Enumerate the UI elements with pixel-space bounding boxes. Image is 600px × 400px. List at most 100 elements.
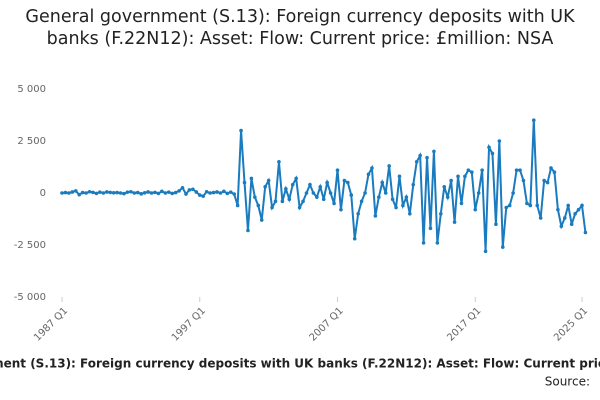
- point: [435, 241, 440, 245]
- point: [142, 190, 147, 195]
- point: [184, 192, 188, 196]
- point: [180, 186, 185, 190]
- point: [228, 190, 233, 194]
- point: [194, 190, 199, 194]
- point: [98, 190, 102, 194]
- point: [115, 190, 119, 195]
- y-tick-label: 5 000: [17, 84, 46, 95]
- point: [552, 170, 557, 174]
- point: [439, 212, 443, 216]
- point: [359, 199, 364, 204]
- point: [559, 224, 564, 229]
- point: [363, 191, 367, 195]
- point: [421, 241, 426, 245]
- point: [514, 168, 519, 172]
- point: [332, 201, 336, 206]
- point: [304, 191, 309, 195]
- point: [442, 184, 447, 189]
- y-tick-label: -2 500: [14, 240, 46, 251]
- point: [146, 190, 150, 194]
- point: [494, 222, 498, 226]
- point: [387, 164, 391, 168]
- x-tick-label: 1997 Q1: [170, 305, 208, 343]
- point: [349, 193, 354, 197]
- point: [135, 190, 140, 195]
- point: [470, 170, 474, 174]
- point: [466, 168, 471, 172]
- point: [394, 205, 398, 210]
- point: [125, 190, 130, 194]
- point: [566, 203, 571, 208]
- point: [500, 245, 505, 249]
- point: [373, 214, 378, 218]
- point: [301, 199, 305, 204]
- point: [263, 184, 267, 189]
- point: [173, 190, 178, 195]
- point: [476, 191, 481, 195]
- point: [414, 160, 419, 164]
- point: [383, 191, 388, 195]
- point: [87, 189, 92, 194]
- point: [132, 191, 137, 195]
- point: [122, 191, 126, 196]
- point: [242, 180, 247, 185]
- point: [531, 118, 536, 122]
- point: [118, 191, 123, 195]
- chart-title: General government (S.13): Foreign curre…: [25, 7, 575, 49]
- point: [377, 195, 381, 199]
- point: [573, 212, 577, 216]
- point: [366, 172, 371, 177]
- point: [197, 193, 202, 197]
- point: [153, 190, 157, 195]
- point: [215, 190, 219, 194]
- point: [449, 178, 453, 183]
- point: [390, 197, 395, 202]
- point: [239, 128, 243, 133]
- point: [311, 191, 316, 195]
- y-tick-label: 0: [40, 188, 46, 199]
- point: [249, 176, 254, 181]
- point: [480, 168, 484, 172]
- point: [270, 205, 274, 210]
- point: [538, 216, 543, 220]
- point: [104, 190, 109, 194]
- point: [380, 180, 385, 185]
- point: [273, 199, 278, 204]
- point: [556, 207, 560, 212]
- point: [84, 191, 88, 195]
- point: [91, 190, 95, 195]
- point: [569, 222, 574, 226]
- point: [208, 191, 212, 195]
- point: [259, 218, 264, 222]
- point: [67, 191, 71, 195]
- point: [253, 195, 257, 199]
- point: [315, 195, 319, 199]
- point: [266, 178, 271, 183]
- point: [204, 189, 209, 194]
- point: [280, 199, 285, 204]
- point: [139, 192, 144, 196]
- point: [149, 191, 154, 195]
- point: [518, 168, 522, 172]
- point: [297, 205, 302, 210]
- point: [483, 249, 488, 254]
- point: [487, 145, 491, 150]
- point: [328, 191, 333, 195]
- point: [256, 203, 261, 208]
- point: [170, 191, 174, 196]
- point: [456, 174, 460, 179]
- point: [525, 201, 529, 206]
- point: [111, 190, 116, 195]
- point: [63, 190, 68, 195]
- point: [583, 230, 588, 235]
- x-tick-label: 2025 Q1: [552, 305, 590, 343]
- point: [545, 180, 550, 185]
- x-tick-label: 2017 Q1: [445, 305, 483, 343]
- point: [246, 228, 250, 233]
- point: [218, 191, 223, 195]
- point: [507, 203, 512, 208]
- point: [397, 174, 402, 179]
- point: [166, 190, 171, 194]
